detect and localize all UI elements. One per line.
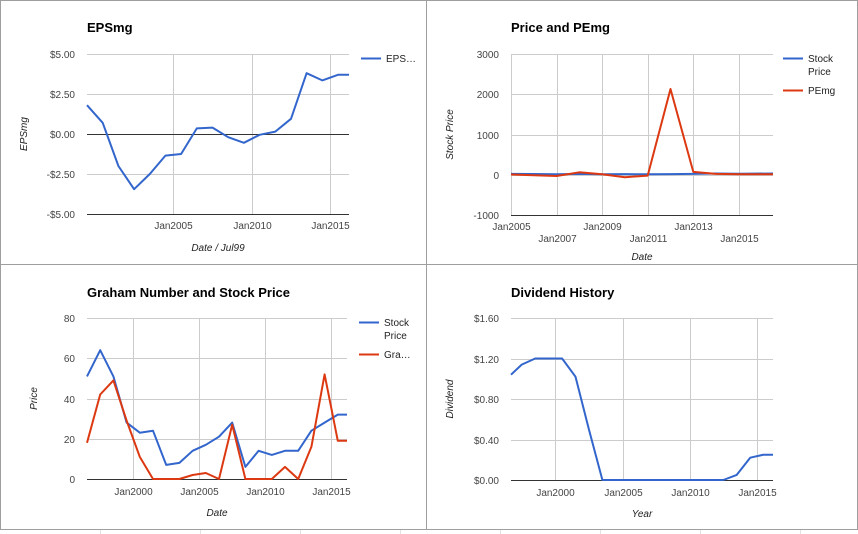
graham-ytick-label: 40 bbox=[64, 395, 76, 406]
graham-chart: Graham Number and Stock Price 0 20 40 60 80 Ja… bbox=[29, 285, 411, 519]
eps-y-axis-title: EPSmg bbox=[19, 117, 30, 151]
eps-xtick-label: Jan2015 bbox=[311, 221, 350, 232]
price_pe-legend-label: Stock Price bbox=[808, 54, 834, 78]
dividend-chart: Dividend History $0.00 $0.40 $0.80 $1.20 $1.6… bbox=[445, 285, 777, 520]
price_pe-ytick-label: 1000 bbox=[477, 131, 500, 142]
eps-ytick-label: $5.00 bbox=[50, 50, 75, 61]
graham-series-line-0 bbox=[86, 349, 347, 468]
price_pe-ytick-label: -1000 bbox=[473, 211, 499, 222]
eps-ytick-label: $2.50 bbox=[50, 90, 75, 101]
graham-ytick-label: 80 bbox=[64, 314, 76, 325]
dividend-chart-panel: Dividend History $0.00 $0.40 $0.80 $1.20 $1.6… bbox=[426, 264, 858, 530]
dividend-xtick-label: Jan2010 bbox=[671, 488, 710, 499]
price_pe-xtick-label: Jan2015 bbox=[720, 234, 759, 245]
eps-ytick-label: $0.00 bbox=[50, 130, 75, 141]
dividend-series-line-0 bbox=[510, 357, 773, 481]
price_pe-ytick-label: 0 bbox=[493, 171, 499, 182]
price_pe-ytick-label: 3000 bbox=[477, 50, 500, 61]
dividend-ytick-label: $0.40 bbox=[474, 436, 499, 447]
price_pe-xtick-label: Jan2011 bbox=[630, 234, 668, 245]
price_pe-ytick-label: 2000 bbox=[477, 90, 500, 101]
graham-xtick-label: Jan2010 bbox=[246, 487, 285, 498]
dividend-title: Dividend History bbox=[511, 285, 615, 300]
eps-chart-panel: EPSmg -$5.00 -$2.50 $0.00 $2.50 $5.00 Jan2005 J… bbox=[0, 0, 427, 265]
dividend-x-axis-title: Year bbox=[632, 509, 653, 520]
graham-ytick-label: 0 bbox=[69, 475, 75, 486]
dividend-ytick-label: $1.20 bbox=[474, 355, 499, 366]
eps-ytick-label: -$2.50 bbox=[47, 170, 76, 181]
graham-series-line-1 bbox=[86, 373, 347, 480]
price_pe-series-line-1 bbox=[510, 88, 773, 179]
price_pe-layer: Price and PEmg -1000 0 1000 2000 3000 Jan2005 J… bbox=[445, 20, 835, 263]
dividend-xtick-label: Jan2015 bbox=[738, 488, 777, 499]
graham-xtick-label: Jan2000 bbox=[114, 487, 153, 498]
eps-title: EPSmg bbox=[87, 20, 133, 35]
eps-layer: EPSmg -$5.00 -$2.50 $0.00 $2.50 $5.00 Jan2005 J… bbox=[19, 20, 416, 254]
eps-xtick-label: Jan2005 bbox=[154, 221, 193, 232]
graham-xtick-label: Jan2005 bbox=[180, 487, 219, 498]
eps-series-line-0 bbox=[86, 72, 349, 191]
dividend-xtick-label: Jan2005 bbox=[604, 488, 643, 499]
eps-x-axis-title: Date / Jul99 bbox=[191, 243, 245, 254]
eps-chart: EPSmg -$5.00 -$2.50 $0.00 $2.50 $5.00 Jan2005 J… bbox=[19, 20, 416, 254]
eps-xtick-label: Jan2010 bbox=[233, 221, 272, 232]
dividend-ytick-label: $0.00 bbox=[474, 476, 499, 487]
eps-legend-label: EPS… bbox=[386, 54, 416, 65]
price_pe-x-axis-title: Date bbox=[631, 252, 653, 263]
price_pe-legend-label: PEmg bbox=[808, 86, 835, 97]
price_pe-xtick-label: Jan2007 bbox=[538, 234, 577, 245]
dividend-ytick-label: $1.60 bbox=[474, 314, 499, 325]
graham-legend-label: Gra… bbox=[384, 350, 411, 361]
price_pe-y-axis-title: Stock Price bbox=[445, 109, 456, 160]
price_pe-title: Price and PEmg bbox=[511, 20, 610, 35]
dividend-y-axis-title: Dividend bbox=[445, 379, 456, 418]
graham-xtick-label: Jan2015 bbox=[312, 487, 351, 498]
graham-legend-label: Stock Price bbox=[384, 318, 410, 342]
price-pe-chart-panel: Price and PEmg -1000 0 1000 2000 3000 Jan2005 J… bbox=[426, 0, 858, 265]
price_pe-xtick-label: Jan2005 bbox=[492, 222, 531, 233]
dividend-layer: Dividend History $0.00 $0.40 $0.80 $1.20 $1.6… bbox=[445, 285, 777, 520]
graham-layer: Graham Number and Stock Price 0 20 40 60 80 Ja… bbox=[29, 285, 411, 519]
dividend-ytick-label: $0.80 bbox=[474, 395, 499, 406]
dividend-xtick-label: Jan2000 bbox=[536, 488, 575, 499]
graham-ytick-label: 60 bbox=[64, 354, 76, 365]
graham-ytick-label: 20 bbox=[64, 435, 76, 446]
price_pe-xtick-label: Jan2009 bbox=[583, 222, 622, 233]
graham-y-axis-title: Price bbox=[29, 387, 40, 410]
price_pe-xtick-label: Jan2013 bbox=[674, 222, 713, 233]
graham-title: Graham Number and Stock Price bbox=[87, 285, 290, 300]
price-pe-chart: Price and PEmg -1000 0 1000 2000 3000 Jan2005 J… bbox=[445, 20, 835, 263]
eps-ytick-label: -$5.00 bbox=[47, 210, 76, 221]
graham-chart-panel: Graham Number and Stock Price 0 20 40 60 80 Ja… bbox=[0, 264, 427, 530]
graham-x-axis-title: Date bbox=[206, 508, 228, 519]
